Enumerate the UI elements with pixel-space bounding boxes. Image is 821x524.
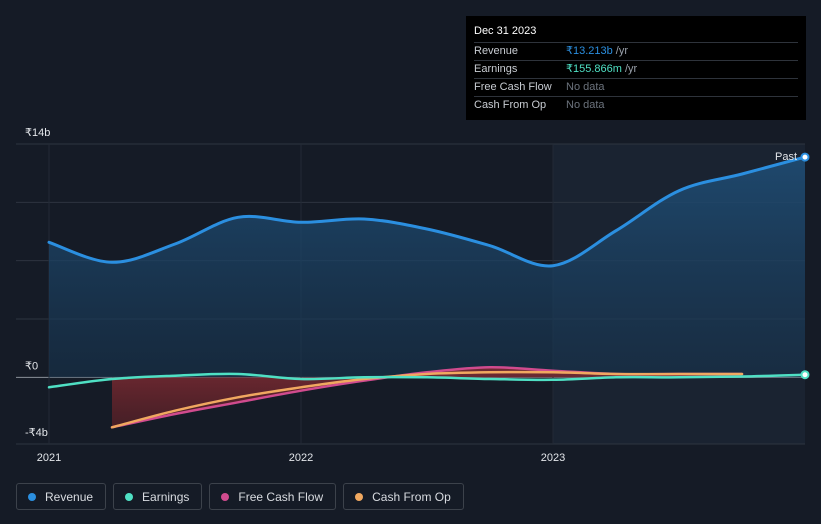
- earnings-line: [47, 372, 805, 389]
- tooltip-unit: /yr: [624, 63, 638, 75]
- tooltip-value: ₹155.866m: [566, 63, 622, 75]
- earnings-end-marker: [800, 370, 810, 380]
- tooltip-label: Revenue: [474, 45, 519, 57]
- legend-label: Revenue: [45, 489, 94, 504]
- tooltip-value: No data: [566, 81, 605, 93]
- tooltip-label: Earnings: [474, 63, 518, 75]
- legend-label: Free Cash Flow: [238, 489, 324, 504]
- x-tick-label: 2023: [541, 452, 565, 464]
- area-fills: [49, 157, 805, 428]
- end-markers: [800, 152, 810, 380]
- cash-from-op-dot-icon: [355, 492, 364, 501]
- cash-from-op-line: [110, 370, 744, 429]
- data-tooltip: Dec 31 2023 Revenue ₹13.213b/yr Earnings…: [466, 16, 806, 120]
- series-lines: [47, 155, 805, 429]
- tooltip-label: Free Cash Flow: [474, 81, 552, 93]
- free-cash-flow-dot-icon: [221, 492, 230, 501]
- y-tick-label: -₹4b: [25, 427, 48, 439]
- tooltip-row-cash-from-op: Cash From Op No data: [474, 97, 798, 114]
- earnings-dot-icon: [125, 492, 134, 501]
- tooltip-row-revenue: Revenue ₹13.213b/yr: [474, 43, 798, 61]
- legend-item-free-cash-flow[interactable]: Free Cash Flow: [209, 483, 337, 510]
- tooltip-value: No data: [566, 99, 605, 111]
- tooltip-row-earnings: Earnings ₹155.866m/yr: [474, 61, 798, 79]
- revenue-end-marker: [800, 152, 810, 162]
- free-cash-flow-area: [112, 367, 742, 428]
- past-label: Past: [775, 151, 797, 163]
- x-tick-label: 2021: [37, 452, 61, 464]
- legend-label: Cash From Op: [372, 489, 451, 504]
- tooltip-unit: /yr: [615, 45, 628, 57]
- y-axis-labels: ₹14b ₹0 -₹4b: [25, 127, 50, 439]
- y-tick-label: ₹0: [25, 360, 38, 372]
- legend-item-earnings[interactable]: Earnings: [113, 483, 203, 510]
- legend-item-revenue[interactable]: Revenue: [16, 483, 107, 510]
- legend-item-cash-from-op[interactable]: Cash From Op: [343, 483, 464, 510]
- revenue-area: [49, 157, 805, 378]
- chart-legend: Revenue Earnings Free Cash Flow Cash Fro…: [16, 483, 464, 510]
- x-tick-label: 2022: [289, 452, 313, 464]
- tooltip-label: Cash From Op: [474, 99, 547, 111]
- revenue-dot-icon: [28, 492, 36, 501]
- x-axis-labels: 2021 2022 2023: [37, 452, 565, 464]
- legend-label: Earnings: [142, 489, 190, 504]
- tooltip-row-free-cash-flow: Free Cash Flow No data: [474, 79, 798, 97]
- tooltip-date: Dec 31 2023: [474, 23, 798, 43]
- revenue-line: [47, 155, 805, 268]
- y-tick-label: ₹14b: [25, 127, 50, 139]
- tooltip-value: ₹13.213b: [566, 45, 613, 57]
